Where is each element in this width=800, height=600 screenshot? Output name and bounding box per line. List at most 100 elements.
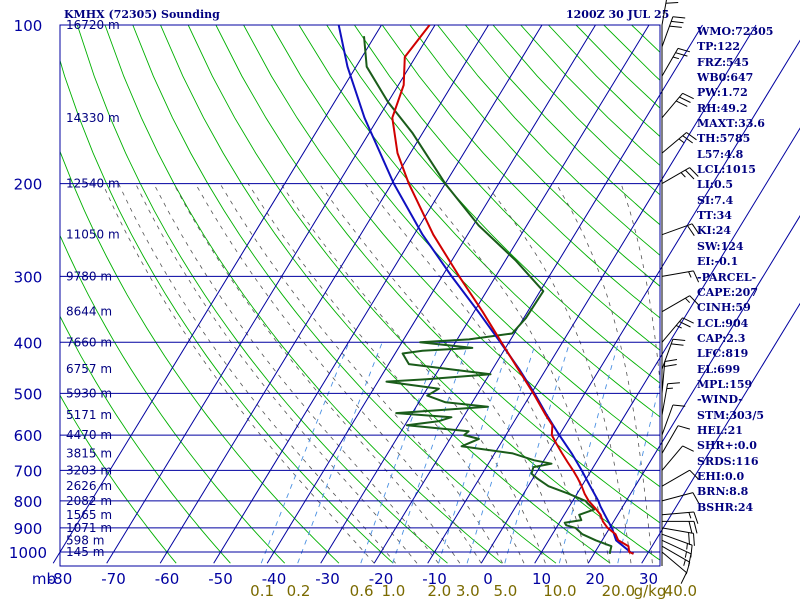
wind-barb-staff <box>661 48 679 77</box>
height-label: 11050 m <box>66 228 120 242</box>
wind-barbs <box>661 0 700 584</box>
dewpoint-trace <box>363 36 613 554</box>
moist-adiabat <box>118 183 396 564</box>
index-value: SHR+:0.0 <box>697 439 757 453</box>
dry-adiabat <box>437 25 660 256</box>
wind-barb-staff <box>661 425 679 454</box>
mixing-ratio-label: 0.1 <box>250 582 274 600</box>
dry-adiabat <box>326 25 660 384</box>
index-value: FRZ:545 <box>697 55 750 69</box>
wind-barb-flag <box>689 469 699 480</box>
wind-barb-flag <box>682 317 694 324</box>
height-label: 8644 m <box>66 305 112 319</box>
moist-adiabat <box>195 183 482 564</box>
moist-adiabat <box>420 183 610 564</box>
dry-adiabat <box>60 58 394 564</box>
wind-barb-half-flag <box>678 138 685 144</box>
moist-adiabat <box>153 183 439 564</box>
wind-barb-flag <box>685 169 695 180</box>
mixing-ratio-line <box>617 382 660 564</box>
pressure-tick-label: 800 <box>14 493 43 511</box>
wind-barb-staff <box>661 16 674 47</box>
height-label: 12540 m <box>66 177 120 191</box>
mixing-ratio-label: 0.6 <box>350 582 374 600</box>
temperature-tick-label: 20 <box>585 570 604 588</box>
index-value: TT:34 <box>697 209 732 223</box>
pressure-tick-label: 900 <box>14 520 43 538</box>
height-label: 3203 m <box>66 463 112 477</box>
mixing-ratio-line <box>466 342 537 564</box>
dry-adiabat <box>132 25 557 564</box>
wind-barb-flag <box>682 135 693 144</box>
height-label: 6757 m <box>66 362 112 376</box>
wind-barb-flag <box>672 338 686 341</box>
mixing-ratio-line <box>297 342 383 564</box>
pressure-tick-label: 300 <box>14 268 43 286</box>
wind-barb-flag <box>669 25 682 28</box>
moist-adiabat <box>219 183 503 564</box>
moist-adiabat <box>135 183 418 564</box>
index-value: WB0:647 <box>697 71 754 85</box>
wind-barb-flag <box>682 445 694 452</box>
wind-barb-staff <box>661 445 683 471</box>
mixing-ratio-line <box>360 342 441 564</box>
isotherm-grid <box>52 24 800 564</box>
wind-barb-staff <box>661 92 683 119</box>
isotherm <box>213 24 543 564</box>
dry-adiabats <box>60 25 660 564</box>
dry-adiabat <box>270 25 660 452</box>
height-label: 145 m <box>66 545 104 559</box>
wind-barb-flag <box>692 492 700 504</box>
temperature-tick-label: -20 <box>369 570 394 588</box>
isotherm <box>641 302 800 564</box>
wind-barb-flag <box>679 96 691 103</box>
temperature-trace <box>391 25 634 555</box>
wind-barb-half-flag <box>684 551 687 558</box>
height-label: 16720 m <box>66 18 120 32</box>
wind-barb-half-flag <box>672 56 680 60</box>
pressure-tick-label: 400 <box>14 334 43 352</box>
wind-barb-flag <box>693 521 698 534</box>
temperature-tick-label: -30 <box>315 570 340 588</box>
dry-adiabat <box>60 315 231 564</box>
wind-barb-flag <box>665 2 679 4</box>
index-value: TP:122 <box>697 40 741 54</box>
height-label: 1071 m <box>66 521 112 535</box>
index-value: TH:5785 <box>697 132 751 146</box>
wind-barb-staff <box>661 539 692 555</box>
index-value: PW:1.72 <box>697 86 748 100</box>
wind-barb-flag <box>675 100 688 107</box>
wind-barb-staff <box>661 511 694 516</box>
pressure-unit-label: mb <box>32 570 56 588</box>
index-value: LFC:819 <box>697 347 749 361</box>
isotherm <box>266 24 596 564</box>
moist-adiabat <box>555 183 653 564</box>
index-value: RH:49.2 <box>697 101 748 115</box>
dry-adiabat <box>381 25 660 319</box>
index-value: SI:7.4 <box>697 193 734 207</box>
height-label: 7660 m <box>66 335 112 349</box>
wind-barb-staff <box>661 270 694 277</box>
wind-barb-flag <box>664 364 677 367</box>
isotherm <box>534 127 800 564</box>
pressure-tick-label: 600 <box>14 427 43 445</box>
valid-time: 1200Z 30 JUL 25 <box>566 8 670 21</box>
moist-adiabat <box>364 183 589 564</box>
wind-barb-staff <box>661 492 694 502</box>
index-value: L57:4.8 <box>697 147 744 161</box>
temperature-tick-label: -10 <box>422 570 447 588</box>
height-label: 5171 m <box>66 408 112 422</box>
mixing-ratio-line <box>392 342 470 564</box>
mixing-ratio-label: 0.2 <box>287 582 311 600</box>
wind-barb-flag <box>688 521 693 534</box>
wind-barb-flag <box>686 132 697 141</box>
height-label: 598 m <box>66 533 104 547</box>
index-value: MAXT:33.6 <box>697 117 765 131</box>
dry-adiabat <box>215 25 660 524</box>
sounding-traces <box>337 25 634 555</box>
height-label: 4470 m <box>66 428 112 442</box>
wind-barb-half-flag <box>675 324 682 329</box>
isotherm <box>52 24 382 564</box>
dry-adiabat <box>187 25 660 561</box>
wind-barb-staff <box>661 383 669 416</box>
